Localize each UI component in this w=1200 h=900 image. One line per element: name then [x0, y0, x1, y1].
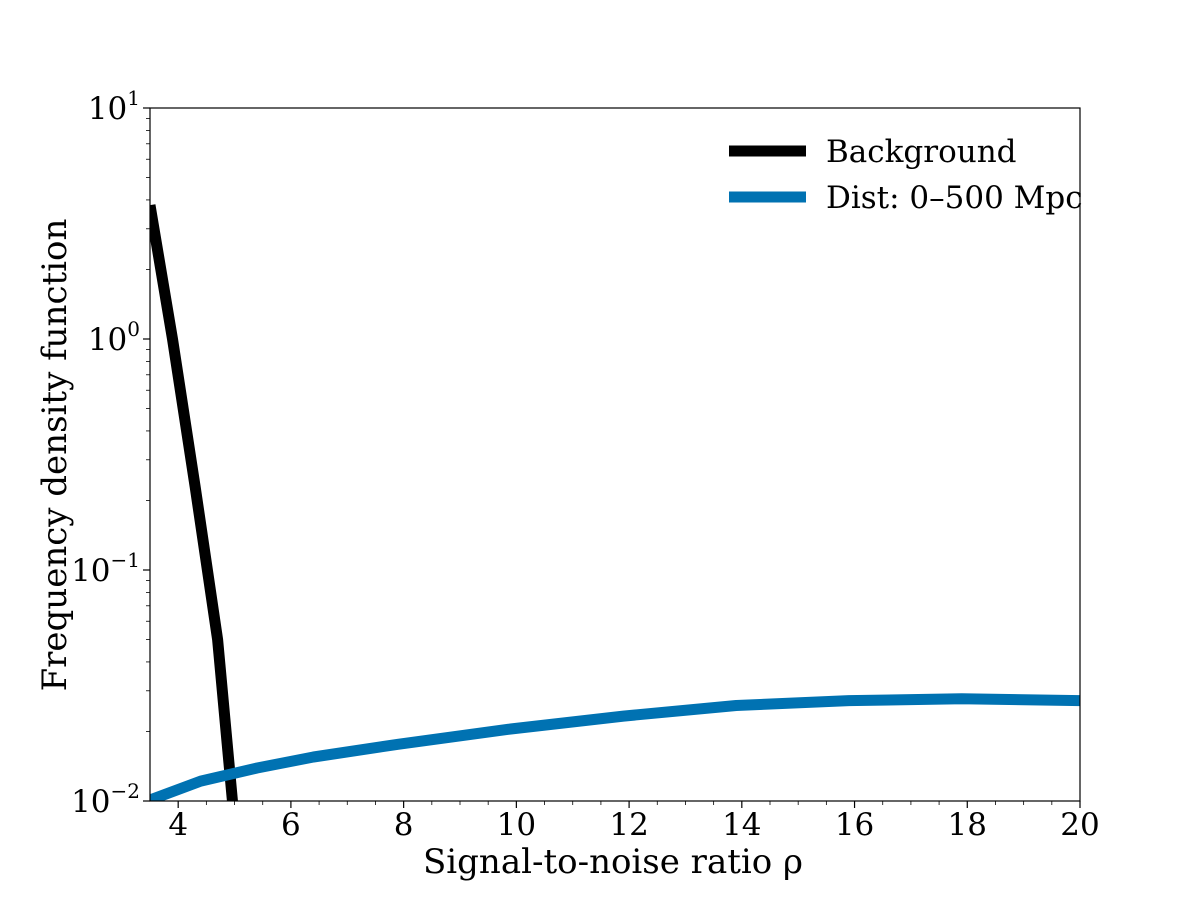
x-tick-label: 18: [948, 807, 987, 843]
y-axis-label: Frequency density function: [35, 219, 75, 692]
x-tick-label: 16: [835, 807, 874, 843]
x-tick-label: 14: [722, 807, 761, 843]
legend: Background Dist: 0–500 Mpc: [729, 134, 1083, 216]
legend-label-0: Background: [826, 134, 1017, 170]
x-tick-label: 4: [168, 807, 188, 843]
y-tick-label: 101: [88, 86, 140, 127]
series-layer: [150, 204, 1080, 801]
x-tick-label: 20: [1060, 807, 1099, 843]
y-axis-ticks: 10−2 10−1 100 101: [71, 86, 150, 820]
y-tick-label: 10−1: [71, 548, 140, 589]
x-axis-label: Signal-to-noise ratio ρ: [423, 842, 803, 882]
x-tick-label: 10: [497, 807, 536, 843]
plot-frame: [149, 107, 1081, 802]
x-tick-label: 8: [394, 807, 414, 843]
x-axis-ticks: 4 6 8 10 12 14 16 18 20: [168, 801, 1100, 843]
series-line-0: [150, 204, 238, 801]
x-tick-label: 6: [281, 807, 301, 843]
legend-label-1: Dist: 0–500 Mpc: [826, 180, 1083, 216]
series-line-1: [150, 693, 1080, 801]
y-tick-label: 10−2: [71, 779, 140, 820]
y-tick-label: 100: [88, 317, 140, 358]
x-tick-label: 12: [609, 807, 648, 843]
